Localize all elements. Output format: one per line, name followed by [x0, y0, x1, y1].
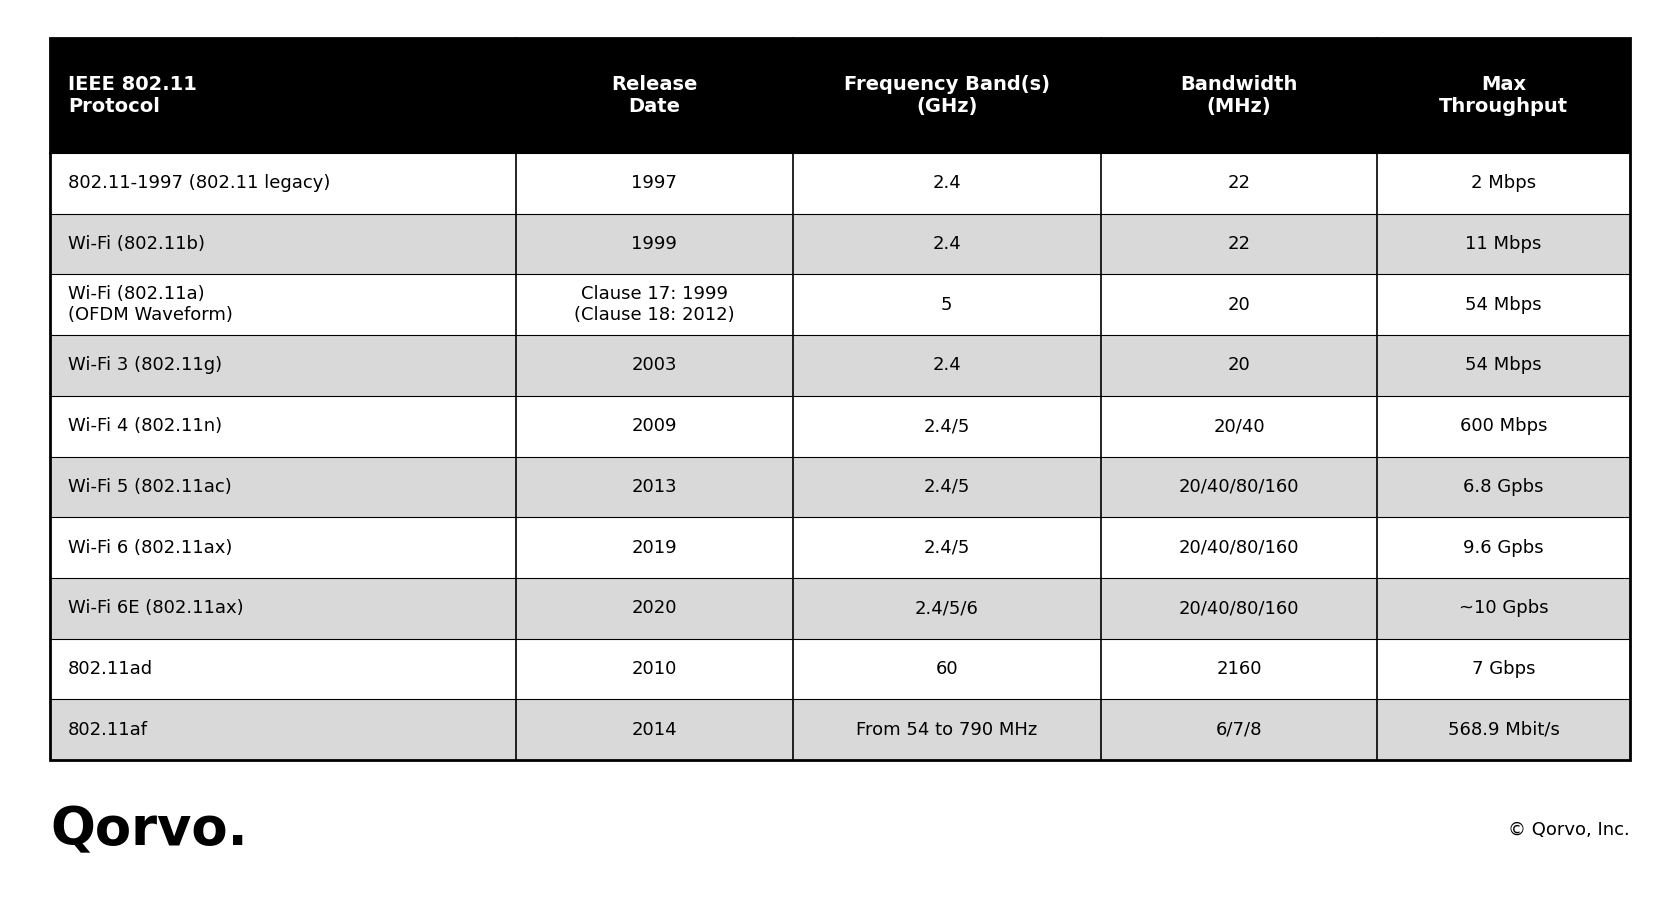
Text: 2.4/5: 2.4/5 [924, 418, 969, 436]
Text: 6/7/8: 6/7/8 [1216, 721, 1262, 739]
Text: 2013: 2013 [632, 478, 677, 496]
Text: Wi-Fi (802.11a)
(OFDM Waveform): Wi-Fi (802.11a) (OFDM Waveform) [67, 285, 234, 324]
Text: Wi-Fi 4 (802.11n): Wi-Fi 4 (802.11n) [67, 418, 222, 436]
Bar [50, 274, 1630, 335]
Text: 5: 5 [941, 296, 953, 314]
Text: Wi-Fi 6 (802.11ax): Wi-Fi 6 (802.11ax) [67, 538, 232, 556]
Bar [50, 153, 1630, 213]
Text: 2009: 2009 [632, 418, 677, 436]
Text: Clause 17: 1999
(Clause 18: 2012): Clause 17: 1999 (Clause 18: 2012) [575, 285, 734, 324]
Text: 7 Gbps: 7 Gbps [1472, 660, 1536, 678]
Text: 2019: 2019 [632, 538, 677, 556]
Text: Wi-Fi 3 (802.11g): Wi-Fi 3 (802.11g) [67, 356, 222, 374]
Text: 20/40/80/160: 20/40/80/160 [1179, 599, 1299, 617]
Text: Release
Date: Release Date [612, 75, 697, 116]
Bar [50, 639, 1630, 699]
Text: © Qorvo, Inc.: © Qorvo, Inc. [1509, 821, 1630, 839]
Bar [50, 38, 1630, 760]
Text: 2.4: 2.4 [932, 175, 961, 193]
Text: 600 Mbps: 600 Mbps [1460, 418, 1547, 436]
Text: 54 Mbps: 54 Mbps [1465, 356, 1542, 374]
Bar [50, 396, 1630, 456]
Text: 22: 22 [1228, 175, 1250, 193]
Text: 2.4/5: 2.4/5 [924, 538, 969, 556]
Text: Frequency Band(s)
(GHz): Frequency Band(s) (GHz) [843, 75, 1050, 116]
Text: Bandwidth
(MHz): Bandwidth (MHz) [1181, 75, 1297, 116]
Text: 2.4/5/6: 2.4/5/6 [914, 599, 978, 617]
Text: 20/40/80/160: 20/40/80/160 [1179, 538, 1299, 556]
Bar [50, 213, 1630, 274]
Text: 802.11-1997 (802.11 legacy): 802.11-1997 (802.11 legacy) [67, 175, 331, 193]
Text: ~10 Gpbs: ~10 Gpbs [1458, 599, 1549, 617]
Text: 22: 22 [1228, 235, 1250, 253]
Bar [50, 335, 1630, 396]
Text: 60: 60 [936, 660, 958, 678]
Text: 802.11ad: 802.11ad [67, 660, 153, 678]
Bar [50, 456, 1630, 518]
Text: 20/40: 20/40 [1213, 418, 1265, 436]
Text: 20: 20 [1228, 296, 1250, 314]
Text: 2160: 2160 [1216, 660, 1262, 678]
Text: 2020: 2020 [632, 599, 677, 617]
Text: Max
Throughput: Max Throughput [1440, 75, 1567, 116]
Text: 1997: 1997 [632, 175, 677, 193]
Text: 2010: 2010 [632, 660, 677, 678]
Text: Wi-Fi (802.11b): Wi-Fi (802.11b) [67, 235, 205, 253]
Text: 9.6 Gpbs: 9.6 Gpbs [1463, 538, 1544, 556]
Text: Wi-Fi 6E (802.11ax): Wi-Fi 6E (802.11ax) [67, 599, 244, 617]
Text: 20/40/80/160: 20/40/80/160 [1179, 478, 1299, 496]
Text: Qorvo.: Qorvo. [50, 804, 247, 856]
Text: 2.4: 2.4 [932, 235, 961, 253]
Text: From 54 to 790 MHz: From 54 to 790 MHz [857, 721, 1037, 739]
Text: 2.4/5: 2.4/5 [924, 478, 969, 496]
Text: 568.9 Mbit/s: 568.9 Mbit/s [1448, 721, 1559, 739]
Text: 6.8 Gpbs: 6.8 Gpbs [1463, 478, 1544, 496]
Text: 2.4: 2.4 [932, 356, 961, 374]
Bar [50, 699, 1630, 760]
Text: 2014: 2014 [632, 721, 677, 739]
Bar [50, 38, 1630, 153]
Text: 802.11af: 802.11af [67, 721, 148, 739]
Text: 2 Mbps: 2 Mbps [1472, 175, 1536, 193]
Text: 2003: 2003 [632, 356, 677, 374]
Text: IEEE 802.11
Protocol: IEEE 802.11 Protocol [67, 75, 197, 116]
Text: Wi-Fi 5 (802.11ac): Wi-Fi 5 (802.11ac) [67, 478, 232, 496]
Bar [50, 578, 1630, 639]
Text: 11 Mbps: 11 Mbps [1465, 235, 1542, 253]
Bar [50, 518, 1630, 578]
Text: 20: 20 [1228, 356, 1250, 374]
Text: 1999: 1999 [632, 235, 677, 253]
Text: 54 Mbps: 54 Mbps [1465, 296, 1542, 314]
